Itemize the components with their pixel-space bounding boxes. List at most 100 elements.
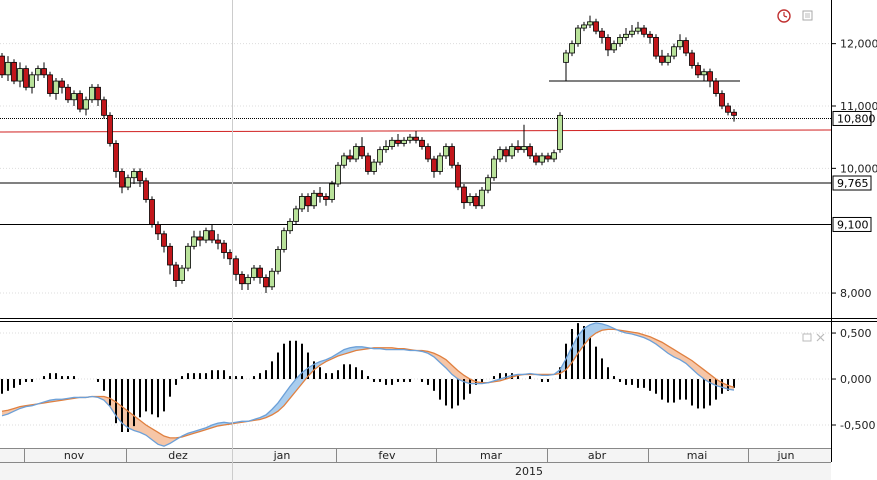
candle bbox=[533, 152, 539, 166]
candle bbox=[335, 162, 341, 188]
candle bbox=[701, 68, 707, 82]
candle bbox=[5, 56, 11, 82]
candle bbox=[659, 49, 665, 66]
price-tag-label: 10,800 bbox=[837, 112, 876, 125]
candle bbox=[377, 146, 383, 166]
candle bbox=[431, 155, 437, 178]
candle bbox=[455, 162, 461, 191]
candle bbox=[521, 124, 527, 153]
candle bbox=[95, 84, 101, 106]
signal-line bbox=[1, 328, 735, 439]
month-label: abr bbox=[588, 449, 607, 462]
candle bbox=[209, 224, 215, 244]
candle bbox=[71, 90, 77, 106]
month-label: fev bbox=[378, 449, 396, 462]
candle bbox=[731, 109, 737, 122]
macd-tick-label: -0,500 bbox=[840, 419, 875, 432]
time-axis-bg bbox=[0, 448, 831, 480]
candle bbox=[269, 268, 275, 290]
month-label: mar bbox=[480, 449, 502, 462]
candle bbox=[293, 205, 299, 225]
candle bbox=[575, 24, 581, 47]
candle bbox=[653, 34, 659, 60]
candle bbox=[611, 40, 617, 53]
macd-fill-segment bbox=[296, 372, 302, 391]
candle bbox=[419, 137, 425, 150]
window-icon[interactable] bbox=[802, 10, 813, 21]
candle bbox=[341, 152, 347, 169]
candle bbox=[677, 34, 683, 50]
candle bbox=[395, 134, 401, 147]
candle bbox=[257, 265, 263, 284]
candle bbox=[29, 71, 35, 94]
candle bbox=[131, 168, 137, 184]
macd-fill-segment bbox=[116, 402, 122, 424]
price-grid bbox=[0, 43, 831, 294]
candle bbox=[503, 146, 509, 163]
candle bbox=[275, 246, 281, 275]
candle bbox=[317, 187, 323, 203]
candle bbox=[413, 130, 419, 144]
price-tag: 10,800 bbox=[832, 110, 876, 126]
candlestick-series bbox=[0, 15, 737, 294]
month-label: nov bbox=[64, 449, 85, 462]
panel-close-icon[interactable] bbox=[816, 333, 825, 342]
candle bbox=[107, 112, 113, 147]
macd-fill-segment bbox=[110, 398, 116, 416]
candle bbox=[479, 187, 485, 209]
candle bbox=[323, 193, 329, 206]
candle bbox=[299, 193, 305, 212]
candle bbox=[383, 140, 389, 153]
candle bbox=[347, 149, 353, 163]
panel-maximize-icon[interactable] bbox=[802, 333, 812, 342]
candle bbox=[353, 143, 359, 163]
macd-fill-segment bbox=[572, 335, 578, 363]
price-tick-label: 12,000 bbox=[840, 38, 877, 51]
candle bbox=[287, 218, 293, 234]
time-axis: 2015 nov dez jan fev mar abr mai jun bbox=[0, 0, 831, 480]
candle bbox=[425, 143, 431, 163]
candle bbox=[449, 143, 455, 169]
candle bbox=[695, 62, 701, 78]
macd-fill-segment bbox=[680, 353, 686, 364]
candle bbox=[203, 227, 209, 244]
macd-fill-segment bbox=[584, 324, 590, 345]
candle bbox=[545, 152, 551, 163]
candle bbox=[689, 49, 695, 69]
candle bbox=[119, 168, 125, 194]
macd-tick-label: 0,000 bbox=[840, 373, 872, 386]
candle bbox=[629, 24, 635, 38]
candle bbox=[329, 180, 335, 203]
candle bbox=[557, 112, 563, 153]
candle bbox=[485, 174, 491, 194]
macd-fill-segment bbox=[446, 359, 452, 375]
candle bbox=[389, 137, 395, 150]
candle bbox=[137, 168, 143, 188]
candle bbox=[443, 143, 449, 159]
price-tick-label: 10,000 bbox=[840, 162, 877, 175]
candle bbox=[161, 230, 167, 253]
candle bbox=[593, 18, 599, 35]
macd-histogram bbox=[1, 323, 735, 432]
candle bbox=[221, 240, 227, 259]
macd-lines bbox=[1, 322, 735, 447]
candle bbox=[65, 84, 71, 103]
clock-icon[interactable] bbox=[777, 9, 791, 23]
candle bbox=[173, 261, 179, 287]
candle bbox=[155, 221, 161, 241]
candle bbox=[59, 77, 65, 94]
candle bbox=[551, 149, 557, 163]
panel-divider[interactable] bbox=[0, 318, 831, 322]
candle bbox=[401, 137, 407, 147]
month-label: jun bbox=[777, 449, 795, 462]
macd-fill-segment bbox=[290, 379, 296, 399]
candle bbox=[719, 90, 725, 110]
candle bbox=[41, 62, 47, 78]
candle bbox=[125, 174, 131, 191]
candle bbox=[581, 21, 587, 32]
candle bbox=[725, 102, 731, 116]
candle bbox=[683, 37, 689, 57]
candle bbox=[461, 183, 467, 209]
macd-fill bbox=[2, 322, 734, 447]
